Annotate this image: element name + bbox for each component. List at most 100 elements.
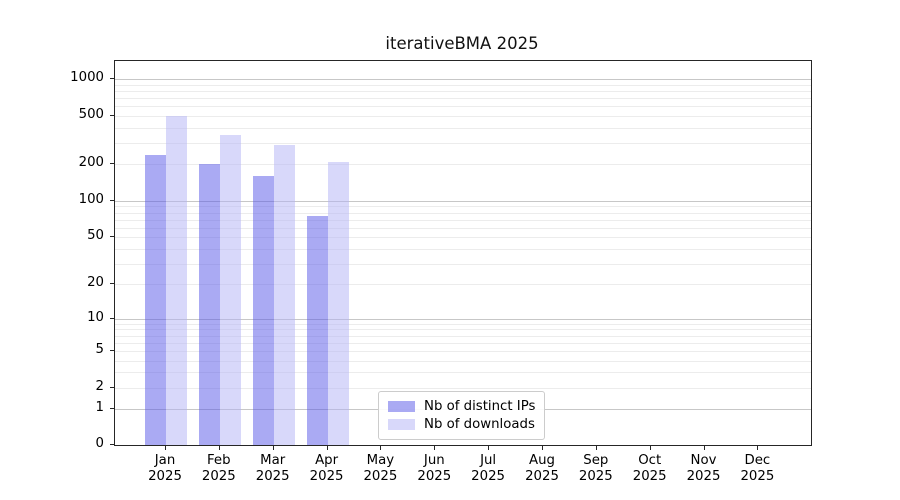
x-tick-label: Aug 2025	[510, 453, 574, 484]
y-gridline-minor	[115, 387, 811, 389]
y-axis-tick	[110, 163, 114, 165]
y-gridline-minor	[115, 212, 811, 214]
x-tick-label: Jun 2025	[402, 453, 466, 484]
y-axis-tick	[110, 78, 114, 79]
y-gridline-major	[115, 79, 811, 80]
bar-mar-distinct-ips	[252, 176, 274, 445]
x-axis-tick	[488, 446, 490, 450]
legend-item: Nb of distinct IPs	[388, 397, 535, 415]
x-tick-year: 2025	[471, 468, 506, 484]
y-gridline-minor	[115, 329, 811, 331]
x-tick-year: 2025	[363, 468, 398, 484]
x-tick-month: Apr	[315, 453, 339, 468]
x-axis-tick	[649, 446, 651, 450]
x-tick-label: Nov 2025	[672, 453, 736, 484]
x-tick-year: 2025	[740, 468, 775, 484]
x-tick-month: Dec	[744, 453, 771, 468]
y-tick-label: 2	[95, 378, 104, 394]
x-tick-month: Jun	[423, 453, 445, 468]
x-tick-month: Feb	[207, 453, 231, 468]
y-gridline-minor	[115, 323, 811, 325]
y-tick-label: 500	[78, 106, 104, 122]
x-tick-label: Dec 2025	[725, 453, 789, 484]
y-axis-tick	[110, 349, 114, 351]
bar-mar-downloads	[273, 144, 295, 445]
y-axis-tick	[110, 199, 114, 201]
bar-jan-downloads	[166, 115, 187, 445]
x-tick-year: 2025	[525, 468, 559, 484]
y-gridline-minor	[115, 263, 811, 265]
y-tick-label: 200	[78, 155, 104, 171]
chart-title: iterativeBMA 2025	[385, 34, 539, 53]
x-tick-month: Sep	[583, 453, 609, 468]
bar-feb-distinct-ips	[198, 164, 220, 445]
x-tick-year: 2025	[309, 468, 344, 484]
y-gridline-minor	[115, 350, 811, 352]
y-gridline-minor	[115, 98, 811, 99]
y-gridline-minor	[115, 84, 811, 86]
x-axis-tick	[542, 446, 543, 450]
x-tick-year: 2025	[148, 468, 182, 484]
x-tick-label: Apr 2025	[295, 453, 359, 484]
y-gridline-minor	[115, 90, 811, 92]
x-tick-month: Mar	[260, 453, 286, 468]
legend-swatch	[388, 400, 415, 412]
bar-jan-distinct-ips	[145, 154, 166, 445]
y-gridline-minor	[115, 284, 811, 286]
y-axis-tick	[110, 236, 114, 238]
y-gridline-minor	[115, 206, 811, 208]
y-gridline-minor	[115, 360, 811, 362]
bar-apr-downloads	[327, 161, 349, 445]
y-tick-label: 10	[87, 309, 104, 325]
x-tick-label: Jul 2025	[456, 453, 520, 484]
y-axis-tick	[110, 114, 114, 116]
x-axis-tick	[272, 446, 274, 450]
y-gridline-minor	[115, 115, 811, 117]
x-tick-label: Jan 2025	[133, 453, 197, 484]
legend-label: Nb of downloads	[424, 416, 535, 432]
x-axis-tick	[218, 446, 220, 450]
x-axis-tick	[757, 446, 759, 450]
y-tick-label: 20	[87, 275, 104, 291]
y-gridline-minor	[115, 342, 811, 344]
x-tick-year: 2025	[578, 468, 613, 484]
x-axis-tick	[703, 446, 705, 450]
y-gridline-major	[115, 200, 811, 202]
y-gridline-major	[115, 318, 811, 320]
bar-apr-distinct-ips	[306, 216, 328, 445]
y-tick-label: 0	[95, 436, 104, 451]
x-tick-label: Feb 2025	[187, 453, 251, 484]
y-gridline-minor	[115, 219, 811, 221]
y-gridline-minor	[115, 372, 811, 374]
x-tick-year: 2025	[417, 468, 452, 484]
legend-item: Nb of downloads	[388, 415, 535, 433]
x-axis-tick	[380, 446, 382, 450]
y-gridline-minor	[115, 227, 811, 229]
x-tick-month: Jan	[154, 453, 176, 468]
y-axis-tick	[110, 444, 114, 445]
y-gridline-minor	[115, 164, 811, 166]
y-tick-label: 5	[95, 341, 104, 357]
y-axis-tick	[110, 408, 114, 410]
plot-area	[114, 60, 812, 446]
y-gridline-minor	[115, 127, 811, 129]
y-tick-label: 1	[95, 400, 104, 416]
x-tick-year: 2025	[255, 468, 290, 484]
x-tick-year: 2025	[686, 468, 721, 484]
y-gridline-minor	[115, 142, 811, 144]
x-axis-tick	[595, 446, 597, 450]
x-tick-year: 2025	[632, 468, 667, 484]
x-tick-month: May	[366, 453, 395, 468]
y-gridline-minor	[115, 106, 811, 108]
x-tick-year: 2025	[201, 468, 236, 484]
y-axis-tick	[110, 317, 114, 319]
y-gridline-minor	[115, 248, 811, 250]
legend-label: Nb of distinct IPs	[424, 398, 536, 414]
y-gridline-minor	[115, 335, 811, 337]
y-tick-label: 50	[87, 228, 104, 244]
x-tick-month: Jul	[480, 453, 497, 468]
x-tick-label: May 2025	[348, 453, 412, 484]
x-axis-tick	[434, 446, 436, 450]
y-tick-label: 100	[78, 191, 104, 207]
